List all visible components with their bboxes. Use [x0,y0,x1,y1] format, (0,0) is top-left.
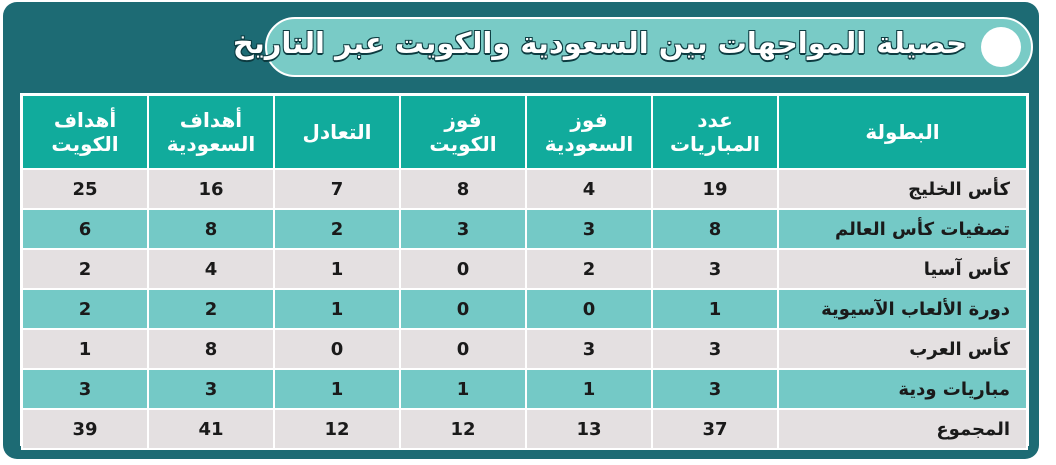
cell-total-matches: 37 [652,409,778,449]
cell-kuwait-goals: 2 [22,249,148,289]
cell-kuwait-wins: 3 [400,209,526,249]
table-row: مباريات ودية 3 1 1 1 3 3 [22,369,1027,409]
cell-total-draws: 12 [274,409,400,449]
cell-kuwait-goals: 6 [22,209,148,249]
cell-kuwait-goals: 2 [22,289,148,329]
cell-kuwait-goals: 1 [22,329,148,369]
table-row: كأس آسيا 3 2 0 1 4 2 [22,249,1027,289]
table-row: كأس العرب 3 3 0 0 8 1 [22,329,1027,369]
cell-saudi-goals: 2 [148,289,274,329]
cell-draws: 1 [274,289,400,329]
cell-kuwait-goals: 3 [22,369,148,409]
table-row: كأس الخليج 19 4 8 7 16 25 [22,169,1027,209]
page-title: حصيلة المواجهات بين السعودية والكويت عبر… [233,26,967,60]
cell-total-label: المجموع [778,409,1027,449]
cell-draws: 1 [274,249,400,289]
cell-kuwait-wins: 8 [400,169,526,209]
total-row: المجموع 37 13 12 12 41 39 [22,409,1027,449]
cell-kuwait-wins: 1 [400,369,526,409]
cell-tournament: كأس آسيا [778,249,1027,289]
cell-total-saudi-wins: 13 [526,409,652,449]
cell-total-kuwait-goals: 39 [22,409,148,449]
results-table: البطولة عدد المباريات فوز السعودية فوز ا… [21,94,1028,450]
infographic-frame: حصيلة المواجهات بين السعودية والكويت عبر… [3,2,1039,459]
cell-kuwait-wins: 0 [400,289,526,329]
header-row: البطولة عدد المباريات فوز السعودية فوز ا… [22,95,1027,169]
cell-saudi-wins: 1 [526,369,652,409]
cell-draws: 2 [274,209,400,249]
cell-saudi-wins: 3 [526,209,652,249]
header-saudi-wins: فوز السعودية [526,95,652,169]
cell-saudi-wins: 0 [526,289,652,329]
cell-draws: 0 [274,329,400,369]
header-tournament: البطولة [778,95,1027,169]
cell-draws: 1 [274,369,400,409]
cell-matches: 8 [652,209,778,249]
cell-saudi-wins: 2 [526,249,652,289]
cell-matches: 3 [652,249,778,289]
cell-matches: 3 [652,329,778,369]
cell-tournament: تصفيات كأس العالم [778,209,1027,249]
cell-kuwait-wins: 0 [400,249,526,289]
cell-total-kuwait-wins: 12 [400,409,526,449]
header-matches: عدد المباريات [652,95,778,169]
header-draws: التعادل [274,95,400,169]
cell-saudi-goals: 16 [148,169,274,209]
header-saudi-goals: أهداف السعودية [148,95,274,169]
cell-tournament: دورة الألعاب الآسيوية [778,289,1027,329]
title-banner: حصيلة المواجهات بين السعودية والكويت عبر… [265,17,1033,77]
cell-kuwait-goals: 25 [22,169,148,209]
cell-tournament: كأس العرب [778,329,1027,369]
cell-total-saudi-goals: 41 [148,409,274,449]
cell-saudi-goals: 8 [148,209,274,249]
cell-matches: 3 [652,369,778,409]
results-table-container: البطولة عدد المباريات فوز السعودية فوز ا… [20,93,1029,446]
cell-tournament: مباريات ودية [778,369,1027,409]
cell-tournament: كأس الخليج [778,169,1027,209]
table-row: دورة الألعاب الآسيوية 1 0 0 1 2 2 [22,289,1027,329]
cell-draws: 7 [274,169,400,209]
cell-saudi-wins: 4 [526,169,652,209]
cell-saudi-wins: 3 [526,329,652,369]
header-kuwait-wins: فوز الكويت [400,95,526,169]
title-bullet-circle [981,27,1021,67]
cell-saudi-goals: 3 [148,369,274,409]
header-kuwait-goals: أهداف الكويت [22,95,148,169]
cell-matches: 1 [652,289,778,329]
table-row: تصفيات كأس العالم 8 3 3 2 8 6 [22,209,1027,249]
cell-saudi-goals: 8 [148,329,274,369]
cell-matches: 19 [652,169,778,209]
cell-kuwait-wins: 0 [400,329,526,369]
cell-saudi-goals: 4 [148,249,274,289]
